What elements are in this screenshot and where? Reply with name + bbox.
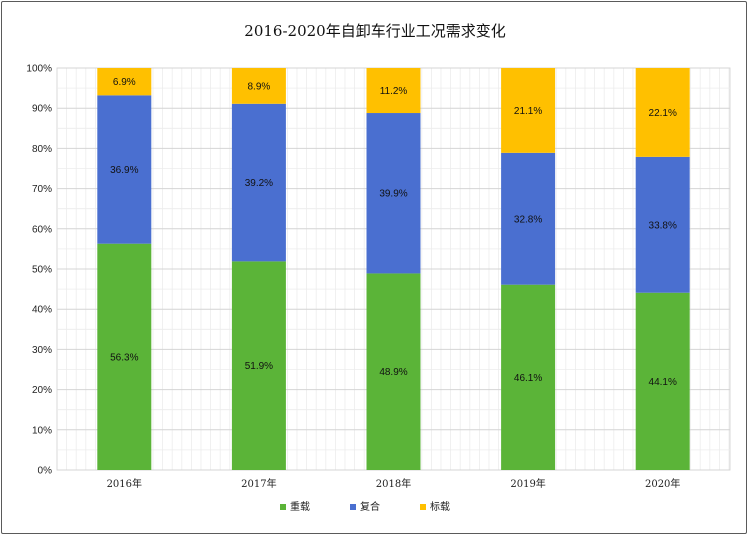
y-tick-label: 10%	[32, 425, 52, 436]
data-label: 39.2%	[245, 178, 273, 189]
y-tick-label: 30%	[32, 345, 52, 356]
y-tick-label: 20%	[32, 385, 52, 396]
legend-swatch	[420, 504, 426, 510]
data-label: 46.1%	[514, 373, 542, 384]
data-label: 36.9%	[110, 165, 138, 176]
bar-segment-复合	[501, 152, 556, 285]
bar-segment-复合	[97, 95, 152, 244]
data-label: 32.8%	[514, 214, 542, 225]
y-tick-label: 100%	[26, 64, 52, 75]
data-label: 11.2%	[380, 86, 408, 97]
y-tick-label: 0%	[38, 466, 53, 477]
y-tick-label: 80%	[32, 144, 52, 155]
data-label: 51.9%	[245, 361, 273, 372]
data-label: 56.3%	[110, 352, 138, 363]
x-tick-label: 2020年	[645, 477, 680, 490]
x-tick-label: 2019年	[510, 477, 545, 490]
bar-segment-复合	[231, 103, 286, 262]
data-label: 48.9%	[379, 367, 407, 378]
bar-segment-重载	[501, 284, 556, 470]
bar-segment-标载	[97, 68, 152, 96]
data-label: 21.1%	[514, 106, 542, 117]
bar-segment-复合	[366, 113, 421, 274]
data-label: 22.1%	[649, 108, 677, 119]
x-tick-label: 2016年	[107, 477, 142, 490]
bar-segment-标载	[501, 68, 556, 153]
bar-segment-重载	[231, 261, 286, 470]
legend-label: 重载	[290, 500, 310, 513]
legend-swatch	[280, 504, 286, 510]
data-label: 44.1%	[649, 377, 677, 388]
x-tick-label: 2018年	[376, 477, 411, 490]
legend-label: 复合	[360, 500, 380, 513]
y-tick-label: 90%	[32, 104, 52, 115]
bar-segment-重载	[97, 243, 152, 470]
y-tick-label: 60%	[32, 224, 52, 235]
data-label: 39.9%	[379, 189, 407, 200]
legend-swatch	[350, 504, 356, 510]
bar-segment-重载	[635, 292, 690, 470]
bar-segment-标载	[366, 68, 421, 114]
chart-title: 2016-2020年自卸车行业工况需求变化	[244, 22, 506, 40]
data-label: 8.9%	[248, 81, 271, 92]
bar-segment-重载	[366, 273, 421, 470]
bar-segment-标载	[231, 68, 286, 104]
legend-label: 标载	[430, 501, 450, 513]
y-tick-label: 40%	[32, 305, 52, 316]
bar-segment-标载	[635, 68, 690, 157]
y-tick-label: 50%	[32, 265, 52, 276]
data-label: 33.8%	[649, 220, 677, 231]
x-tick-label: 2017年	[241, 477, 276, 490]
bar-segment-复合	[635, 156, 690, 293]
data-label: 6.9%	[113, 77, 136, 88]
y-tick-label: 70%	[32, 184, 52, 195]
